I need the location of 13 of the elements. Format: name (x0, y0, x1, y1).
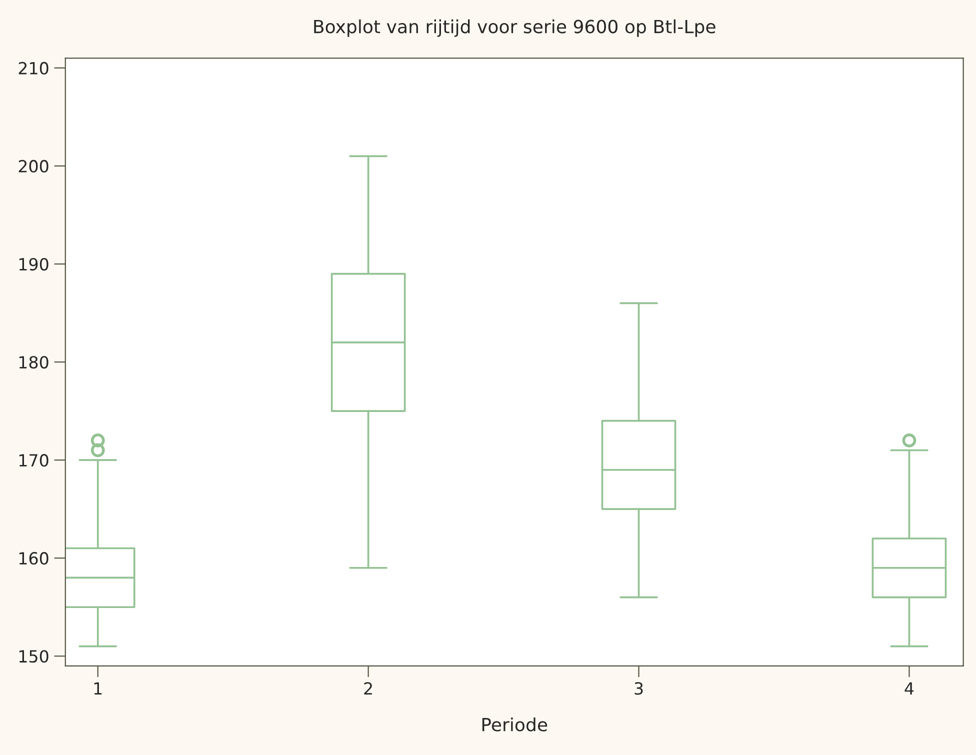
y-tick-label: 200 (18, 160, 48, 173)
y-tick-label: 150 (19, 650, 48, 663)
y-tick-label: 160 (19, 552, 48, 565)
x-tick-label: 1 (94, 682, 102, 695)
y-tick-label: 180 (19, 356, 48, 369)
x-tick-label: 2 (364, 682, 372, 695)
x-tick-label: 4 (904, 682, 914, 695)
y-tick-label: 210 (18, 62, 48, 75)
y-tick-label: 190 (19, 258, 48, 271)
x-axis-title: Periode (482, 717, 548, 732)
x-tick-label: 3 (634, 682, 643, 695)
chart-title: Boxplot van rijtijd voor serie 9600 op Btl-Lpe (314, 19, 716, 37)
y-tick-label: 170 (19, 454, 48, 467)
